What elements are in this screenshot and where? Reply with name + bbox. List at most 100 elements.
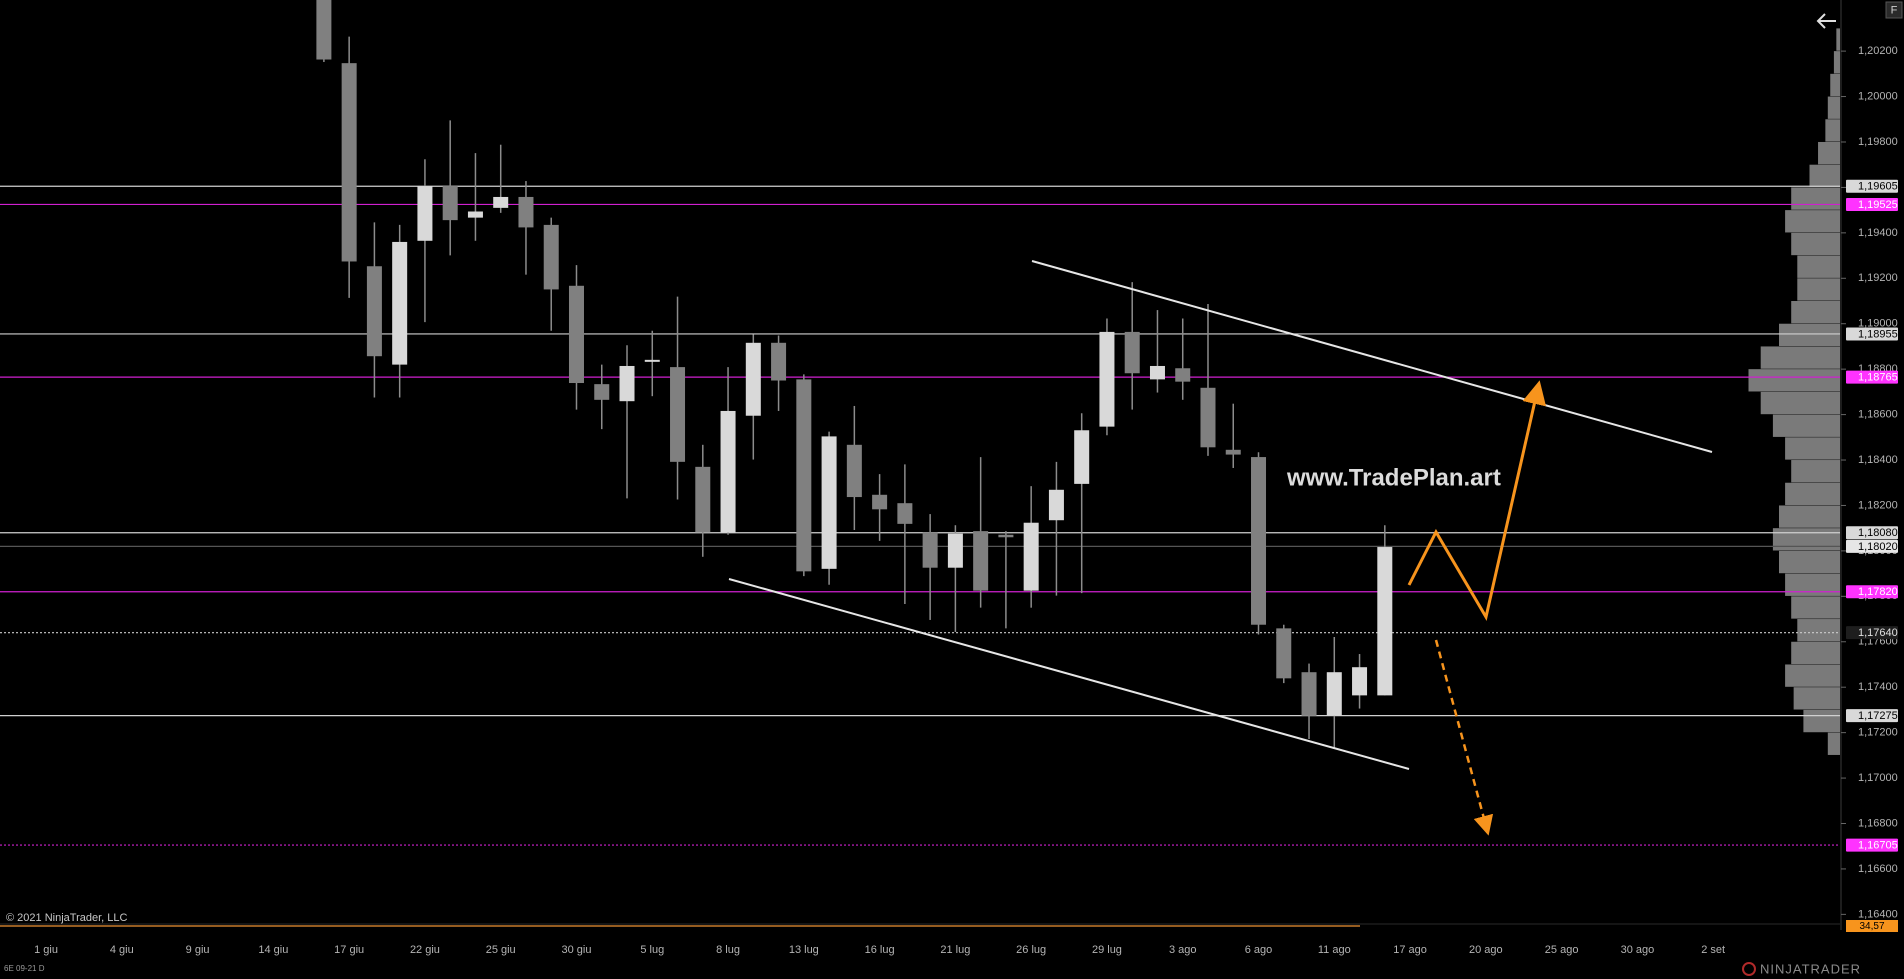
candle-body [341,63,357,262]
x-tick-label: 3 ago [1169,944,1197,956]
volume-profile-bar [1785,482,1840,506]
volume-profile-bar [1772,414,1840,437]
volume-profile-bar [1797,619,1840,642]
x-tick-label: 14 giu [258,944,288,956]
price-level-tag [1846,626,1898,640]
volume-profile-bar [1833,51,1840,74]
back-arrow[interactable] [1816,13,1836,29]
candle-body [493,196,509,208]
y-tick-label: 1,17400 [1858,681,1898,693]
x-tick-label: 5 lug [640,944,664,956]
volume-profile-bar [1803,709,1840,733]
candle-body [720,410,736,533]
y-tick-label: 1,16800 [1858,817,1898,829]
candle-body [1048,489,1064,521]
x-tick-label: 9 giu [186,944,210,956]
candle-body [846,444,862,498]
candle-body [1276,628,1292,679]
x-tick-label: 25 ago [1545,944,1579,956]
candle-body [1200,387,1216,448]
candle-body [670,367,686,462]
candle-body [1124,331,1140,374]
price-level-label: 1,18955 [1858,328,1898,340]
volume-profile-bar [1797,278,1840,301]
candle-body [796,379,812,572]
candle-body [518,196,534,228]
price-level-tag [1846,197,1898,211]
scenario-arrow [1407,380,1547,622]
candle-body [1023,522,1039,591]
volume-profile-bar [1760,346,1840,369]
volume-profile-bar [1785,210,1840,233]
plot-area [0,0,1840,846]
candle-body [442,186,458,221]
volume-profile-bar [1785,664,1840,687]
x-tick-label: 30 ago [1621,944,1655,956]
candle-body [998,534,1014,538]
candle-body [467,211,483,218]
candle-body [543,224,559,290]
candle-body [316,0,332,60]
candle-body [392,241,408,365]
candle-body [594,384,610,400]
candle-body [366,266,382,357]
x-tick-label: 16 lug [865,944,895,956]
scenario-arrow-dashed [1434,639,1494,836]
volume-profile-bar [1791,460,1840,483]
volume-profile-bar [1760,391,1840,415]
volume-profile-bar [1791,232,1840,256]
candle-body [821,436,837,569]
volume-profile-bar [1772,528,1840,551]
volume-profile-bar [1791,641,1840,665]
volume-profile-bar [1793,687,1840,710]
price-level-tag [1846,179,1898,193]
instrument-label: 6E 09-21 D [4,964,45,973]
price-level-tag [1846,585,1898,599]
brand-logo [1742,962,1756,976]
volume-profile-bar [1791,187,1840,210]
candle-body [745,342,761,416]
volume-profile-bar [1779,505,1840,528]
toolbar-button[interactable] [1885,1,1903,19]
x-tick-label: 2 set [1701,944,1725,956]
candle-body [1149,365,1165,380]
candle-body [922,532,938,568]
y-tick-label: 1,16600 [1858,863,1898,875]
candle-body [1301,672,1317,716]
volume-profile-bar [1779,323,1840,347]
volume-profile-bar [1827,732,1840,755]
y-tick-label: 1,20200 [1858,45,1898,57]
indicator-value: 34,57 [1859,921,1884,932]
x-tick-label: 29 lug [1092,944,1122,956]
candle-body [973,531,989,591]
x-tick-label: 11 ago [1318,944,1351,956]
price-level-label: 1,16705 [1858,839,1898,851]
candle-body [1225,449,1241,455]
price-level-label: 1,17640 [1858,627,1898,639]
volume-profile-bar [1797,255,1840,278]
volume-profile-bar [1748,369,1840,392]
candle-body [947,533,963,568]
candle-body [568,285,584,384]
candle-body [417,186,433,241]
price-level-tag [1846,838,1898,852]
volume-profile-bar [1809,164,1840,188]
volume-profile-bar [1827,96,1840,119]
candle-body [1251,457,1267,625]
x-tick-label: 20 ago [1469,944,1503,956]
y-tick-label: 1,18600 [1858,408,1898,420]
candle-body [1352,667,1368,696]
y-tick-label: 1,19000 [1858,318,1898,330]
candle-body [695,466,711,533]
volume-profile-bar [1785,437,1840,460]
y-tick-label: 1,19400 [1858,227,1898,239]
volume-profile-bar [1818,141,1840,165]
candle-body [1099,331,1115,427]
toolbar-button-label[interactable]: F [1891,4,1898,16]
price-level-tag [1846,526,1898,540]
price-level-label: 1,18765 [1858,372,1898,384]
x-tick-label: 21 lug [940,944,970,956]
y-tick-label: 1,18400 [1858,454,1898,466]
